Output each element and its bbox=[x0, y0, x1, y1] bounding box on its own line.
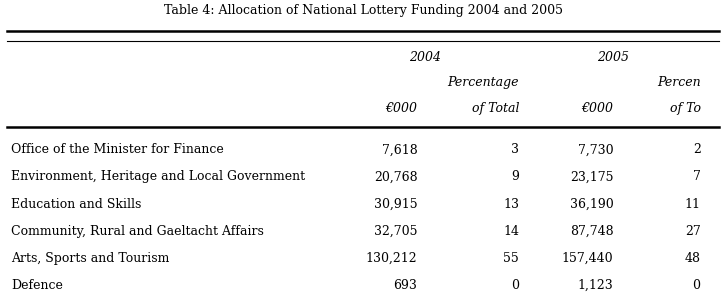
Text: 1,123: 1,123 bbox=[578, 279, 613, 292]
Text: Environment, Heritage and Local Government: Environment, Heritage and Local Governme… bbox=[11, 171, 305, 183]
Text: 7: 7 bbox=[693, 171, 701, 183]
Text: Community, Rural and Gaeltacht Affairs: Community, Rural and Gaeltacht Affairs bbox=[11, 225, 264, 238]
Text: 7,618: 7,618 bbox=[382, 143, 417, 156]
Text: Percen: Percen bbox=[657, 76, 701, 89]
Text: 2005: 2005 bbox=[597, 51, 629, 64]
Text: of Total: of Total bbox=[472, 102, 519, 115]
Text: 2004: 2004 bbox=[409, 51, 441, 64]
Text: 13: 13 bbox=[503, 198, 519, 211]
Text: 36,190: 36,190 bbox=[570, 198, 613, 211]
Text: 48: 48 bbox=[685, 252, 701, 265]
Text: 32,705: 32,705 bbox=[374, 225, 417, 238]
Text: 27: 27 bbox=[685, 225, 701, 238]
Text: 0: 0 bbox=[511, 279, 519, 292]
Text: 9: 9 bbox=[511, 171, 519, 183]
Text: 87,748: 87,748 bbox=[570, 225, 613, 238]
Text: 2: 2 bbox=[693, 143, 701, 156]
Text: 0: 0 bbox=[693, 279, 701, 292]
Text: 3: 3 bbox=[511, 143, 519, 156]
Text: €000: €000 bbox=[386, 102, 417, 115]
Text: 7,730: 7,730 bbox=[578, 143, 613, 156]
Text: 11: 11 bbox=[685, 198, 701, 211]
Text: 23,175: 23,175 bbox=[570, 171, 613, 183]
Text: Defence: Defence bbox=[11, 279, 62, 292]
Text: Percentage: Percentage bbox=[448, 76, 519, 89]
Text: 130,212: 130,212 bbox=[366, 252, 417, 265]
Text: 55: 55 bbox=[503, 252, 519, 265]
Text: 14: 14 bbox=[503, 225, 519, 238]
Text: 693: 693 bbox=[393, 279, 417, 292]
Text: 157,440: 157,440 bbox=[562, 252, 613, 265]
Text: 20,768: 20,768 bbox=[374, 171, 417, 183]
Text: €000: €000 bbox=[582, 102, 613, 115]
Text: Table 4: Allocation of National Lottery Funding 2004 and 2005: Table 4: Allocation of National Lottery … bbox=[163, 4, 563, 17]
Text: 30,915: 30,915 bbox=[374, 198, 417, 211]
Text: Arts, Sports and Tourism: Arts, Sports and Tourism bbox=[11, 252, 169, 265]
Text: Office of the Minister for Finance: Office of the Minister for Finance bbox=[11, 143, 224, 156]
Text: Education and Skills: Education and Skills bbox=[11, 198, 142, 211]
Text: of To: of To bbox=[669, 102, 701, 115]
